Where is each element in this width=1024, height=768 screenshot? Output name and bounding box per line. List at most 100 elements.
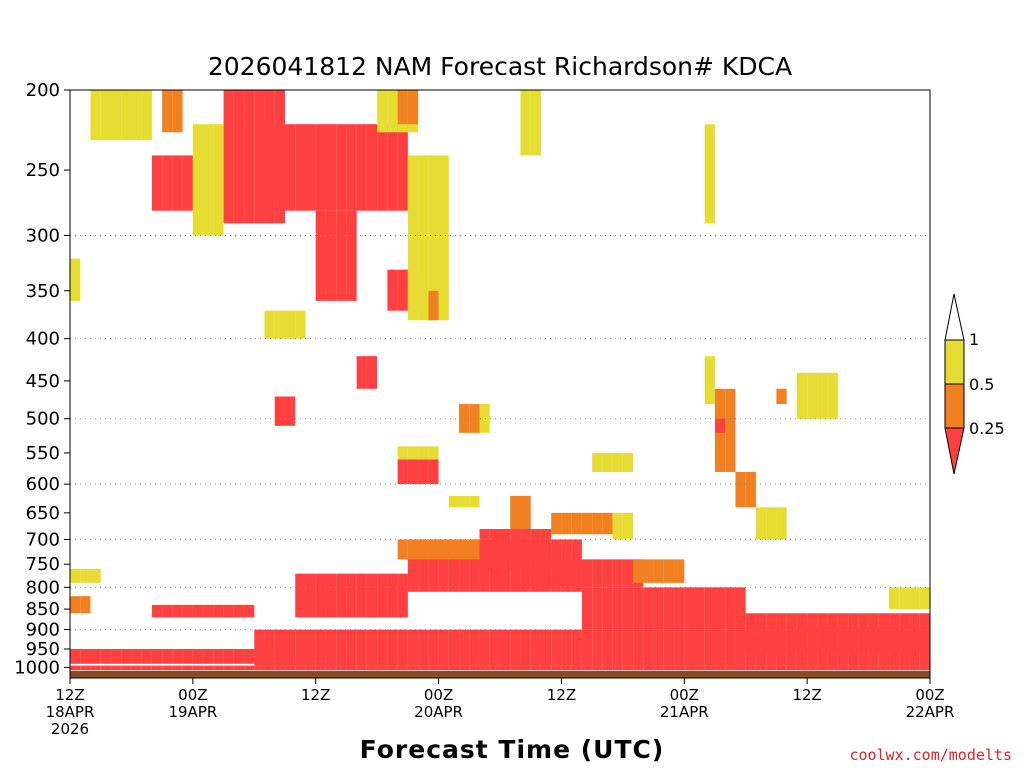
heatmap-cell <box>346 124 357 211</box>
heatmap-cell <box>663 559 675 583</box>
heatmap-cell <box>336 629 347 666</box>
heatmap-cell <box>397 459 408 485</box>
heatmap-cell <box>735 665 746 671</box>
heatmap-cell <box>510 495 521 530</box>
heatmap-cell <box>827 629 838 666</box>
y-tick-label: 400 <box>26 329 60 350</box>
heatmap-cell <box>397 665 408 671</box>
y-tick-label: 300 <box>26 225 60 246</box>
heatmap-cell <box>110 648 122 664</box>
heatmap-cell <box>581 559 593 588</box>
y-tick-label: 250 <box>26 160 60 181</box>
heatmap-cell <box>510 629 521 666</box>
heatmap-cell <box>469 629 480 666</box>
heatmap-cell <box>233 665 245 671</box>
heatmap-cell <box>387 269 398 311</box>
heatmap-cell <box>592 559 603 588</box>
plot-frame <box>69 89 931 679</box>
heatmap-cell <box>172 665 183 671</box>
heatmap-cell <box>715 665 726 671</box>
heatmap-cell <box>694 665 705 671</box>
heatmap-cell <box>418 539 429 560</box>
heatmap-cell <box>172 155 183 211</box>
heatmap-cell <box>233 648 245 664</box>
heatmap-cell <box>192 124 204 236</box>
heatmap-cell <box>889 629 900 666</box>
legend-top-triangle <box>944 293 965 341</box>
heatmap-cell <box>878 629 890 666</box>
heatmap-cell <box>592 665 603 671</box>
heatmap-cell <box>397 573 408 618</box>
heatmap-cell <box>520 529 531 569</box>
heatmap-cell <box>459 665 470 671</box>
heatmap-cell <box>397 269 408 311</box>
heatmap-cell <box>407 155 419 321</box>
heatmap-cell <box>715 418 726 433</box>
legend-label-0.25: 0.25 <box>969 419 1005 438</box>
y-tick-label: 450 <box>26 371 60 392</box>
x-tick-label: 18APR <box>46 703 95 721</box>
heatmap-cell <box>653 629 664 666</box>
x-tick-label: 19APR <box>168 703 217 721</box>
heatmap-cell <box>274 629 285 666</box>
heatmap-cell <box>233 604 245 618</box>
heatmap-cell <box>745 665 756 671</box>
heatmap-cell <box>663 629 675 666</box>
heatmap-cell <box>428 459 439 485</box>
heatmap-cell <box>325 629 337 666</box>
heatmap-cell <box>510 665 521 671</box>
heatmap-cell <box>848 629 859 666</box>
heatmap-cell <box>295 573 306 618</box>
credit-link[interactable]: coolwx.com/modelts <box>849 746 1012 764</box>
heatmap-cell <box>203 604 214 618</box>
heatmap-cell <box>315 124 326 211</box>
heatmap-cell <box>377 573 388 618</box>
heatmap-cell <box>489 629 500 666</box>
heatmap-cell <box>807 665 818 671</box>
x-tick-label: 00Z <box>424 686 453 704</box>
heatmap-cell <box>213 124 224 236</box>
heatmap-cell <box>203 124 214 236</box>
heatmap-cell <box>418 155 429 321</box>
heatmap-cell <box>622 665 634 671</box>
heatmap-cell <box>428 446 439 460</box>
heatmap-cell <box>325 124 337 211</box>
heatmap-cell <box>540 665 552 671</box>
heatmap-cell <box>223 648 234 664</box>
heatmap-cell <box>540 559 552 588</box>
heatmap-cell <box>110 665 122 671</box>
heatmap-cell <box>100 90 111 141</box>
y-tick-label: 500 <box>26 409 60 430</box>
heatmap-cell <box>489 529 500 569</box>
y-tick-label: 200 <box>26 80 60 101</box>
heatmap-cell <box>254 629 265 666</box>
heatmap-cell <box>448 629 460 666</box>
heatmap-cell <box>500 629 511 666</box>
heatmap-cell <box>479 665 490 671</box>
heatmap-cell <box>213 648 224 664</box>
heatmap-cell <box>213 604 224 618</box>
heatmap-cell <box>428 665 439 671</box>
y-tick-label: 750 <box>26 554 60 575</box>
heatmap-cell <box>438 665 449 671</box>
heatmap-cell <box>377 90 388 133</box>
heatmap-cell <box>90 90 101 141</box>
heatmap-cell <box>438 155 449 321</box>
heatmap-cell <box>551 512 562 535</box>
heatmap-cell <box>305 665 316 671</box>
heatmap-cell <box>264 310 275 339</box>
heatmap-cell <box>674 587 685 630</box>
heatmap-cell <box>704 629 715 666</box>
heatmap-cell <box>643 665 654 671</box>
heatmap-cell <box>356 629 367 666</box>
heatmap-cell <box>889 587 900 610</box>
heatmap-cell <box>131 648 142 664</box>
heatmap-cell <box>622 512 634 540</box>
heatmap-cell <box>70 665 81 671</box>
heatmap-cell <box>397 90 408 125</box>
heatmap-cell <box>182 604 193 618</box>
heatmap-cell <box>735 471 746 508</box>
y-tick-label: 350 <box>26 281 60 302</box>
x-tick-label: 00Z <box>915 686 944 704</box>
heatmap-cell <box>244 648 255 664</box>
